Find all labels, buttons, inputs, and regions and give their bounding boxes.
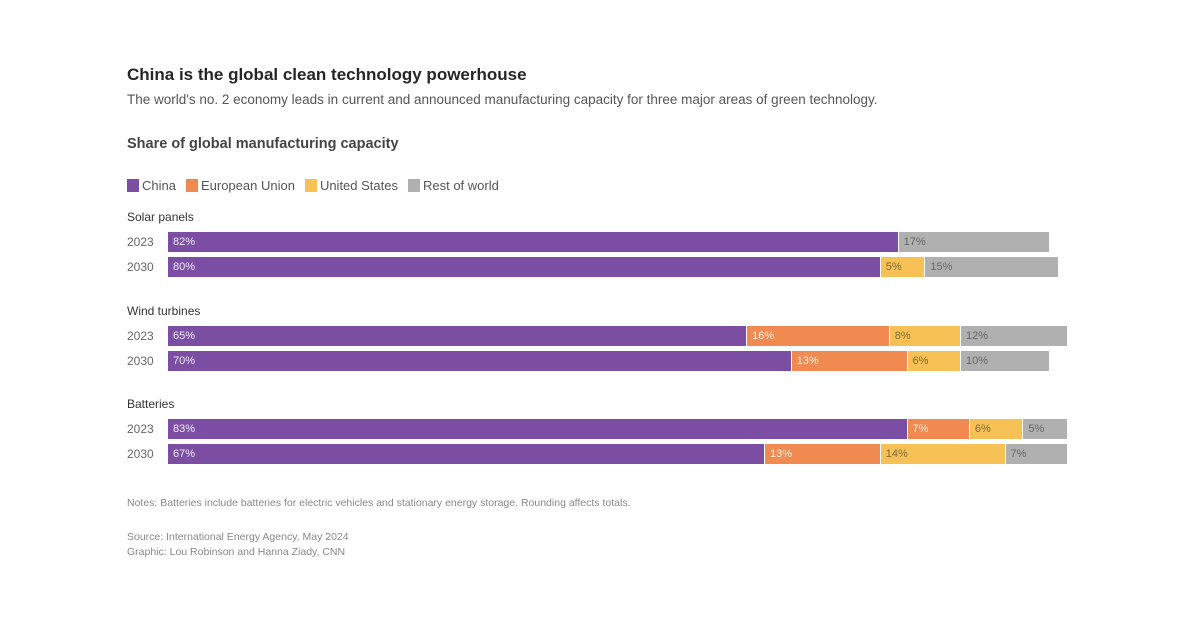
bar-segment-european-union: 16% <box>747 326 890 346</box>
legend-swatch-united-states <box>304 179 317 192</box>
year-label: 2023 <box>127 329 154 343</box>
source-line: Source: International Energy Agency, May… <box>127 531 349 543</box>
bar-segment-china: 80% <box>168 257 881 277</box>
chart-headline: China is the global clean technology pow… <box>127 65 527 84</box>
chart-title: Share of global manufacturing capacity <box>127 136 399 152</box>
legend-item-rest-of-world: Rest of world <box>407 178 499 193</box>
legend-swatch-rest-of-world <box>407 179 420 192</box>
bar-segment-rest-of-world: 15% <box>925 257 1059 277</box>
bar-segment-china: 65% <box>168 326 748 346</box>
legend-swatch-european-union <box>185 179 198 192</box>
legend-label: European Union <box>200 178 295 193</box>
bar-segment-united-states: 5% <box>880 257 926 277</box>
legend-swatch-china <box>127 179 139 192</box>
bar-segment-european-union: 7% <box>907 419 970 439</box>
bar-segment-united-states: 6% <box>907 351 961 371</box>
bar-segment-united-states: 6% <box>969 419 1024 439</box>
bar-segment-european-union: 13% <box>791 351 908 371</box>
year-label: 2030 <box>127 260 154 274</box>
bar-segment-united-states: 8% <box>889 326 961 346</box>
bar-segment-rest-of-world: 17% <box>898 232 1051 252</box>
bar-segment-china: 83% <box>168 419 908 439</box>
legend-label: China <box>142 178 176 193</box>
bar-segment-china: 70% <box>168 351 792 371</box>
legend: China European Union United States Rest of … <box>127 178 499 193</box>
bar-segment-european-union: 13% <box>764 444 881 464</box>
legend-label: Rest of world <box>422 178 499 193</box>
group-label-solar-panels: Solar panels <box>127 210 194 224</box>
year-label: 2023 <box>127 235 154 249</box>
year-label: 2023 <box>127 422 154 436</box>
group-label-batteries: Batteries <box>127 397 175 411</box>
bar-segment-rest-of-world: 10% <box>960 351 1051 371</box>
credit-line: Graphic: Lou Robinson and Hanna Ziady, C… <box>127 546 346 558</box>
bar-segment-united-states: 14% <box>880 444 1006 464</box>
chart-subtitle: The world's no. 2 economy leads in curre… <box>127 92 878 107</box>
bar-segment-china: 82% <box>168 232 899 252</box>
bar-segment-china: 67% <box>168 444 765 464</box>
group-label-wind-turbines: Wind turbines <box>127 304 201 318</box>
bar-segment-rest-of-world: 12% <box>960 326 1068 346</box>
bar-segment-rest-of-world: 7% <box>1005 444 1068 464</box>
chart-source: Source: International Energy Agency, May… <box>127 530 349 560</box>
chart-notes: Notes: Batteries include batteries for e… <box>127 497 631 509</box>
legend-item-china: China <box>127 178 176 193</box>
legend-item-european-union: European Union <box>185 178 295 193</box>
year-label: 2030 <box>127 354 154 368</box>
legend-item-united-states: United States <box>304 178 398 193</box>
year-label: 2030 <box>127 447 154 461</box>
bar-segment-rest-of-world: 5% <box>1023 419 1068 439</box>
legend-label: United States <box>319 178 398 193</box>
